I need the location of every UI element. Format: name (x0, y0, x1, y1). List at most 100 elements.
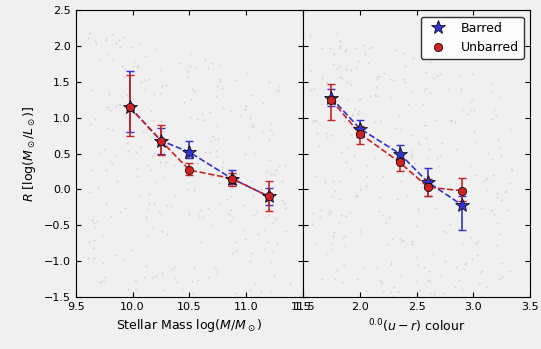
Point (152, 179, 161, 185)
Point (381, 220, 390, 225)
Point (508, 167, 517, 173)
Point (424, 155, 432, 161)
Point (390, 284, 399, 290)
Point (243, 134, 252, 140)
Point (129, 59, 138, 65)
Point (223, 196, 232, 202)
Point (494, 145, 503, 151)
Point (170, 275, 179, 280)
Point (327, 209, 335, 215)
Point (335, 39, 344, 44)
Point (439, 290, 448, 295)
Point (260, 227, 269, 233)
Point (248, 122, 256, 127)
Point (285, 281, 294, 287)
Point (490, 211, 499, 217)
Point (457, 240, 466, 246)
Point (342, 144, 351, 150)
Point (189, 187, 198, 193)
Point (452, 304, 461, 309)
Point (285, 318, 293, 324)
Point (498, 260, 506, 265)
Point (308, 118, 317, 123)
Point (389, 77, 398, 83)
Point (357, 230, 365, 236)
Point (446, 117, 455, 122)
Point (450, 284, 459, 290)
Point (373, 74, 382, 80)
Point (123, 148, 132, 154)
Point (225, 211, 233, 217)
Point (269, 172, 278, 177)
Point (273, 88, 281, 94)
Point (227, 207, 235, 213)
Point (340, 243, 349, 248)
Point (149, 150, 158, 156)
Point (121, 67, 130, 72)
Point (380, 70, 389, 76)
Point (441, 298, 450, 304)
Point (421, 122, 430, 128)
Point (266, 127, 275, 133)
Point (217, 85, 226, 91)
Point (371, 92, 379, 98)
Point (342, 66, 351, 72)
Point (129, 278, 138, 283)
Y-axis label: $R\ [\log(M_\odot/L_\odot)]$: $R\ [\log(M_\odot/L_\odot)]$ (21, 105, 38, 202)
Point (386, 298, 394, 303)
Point (337, 212, 346, 218)
Point (145, 192, 154, 197)
Point (329, 178, 338, 184)
Point (317, 207, 326, 213)
Point (140, 274, 148, 280)
Point (307, 87, 315, 93)
Point (216, 78, 225, 84)
Unbarred (459, 189, 465, 193)
Point (132, 166, 141, 172)
Point (101, 37, 110, 43)
Point (428, 75, 437, 81)
Point (399, 76, 407, 82)
Point (419, 101, 427, 106)
Point (143, 162, 151, 168)
Point (116, 102, 124, 107)
Point (401, 80, 410, 85)
Point (128, 96, 137, 102)
Point (191, 65, 200, 70)
Point (229, 214, 237, 220)
Unbarred (328, 98, 335, 102)
Point (335, 45, 344, 51)
Point (327, 246, 336, 252)
Point (428, 251, 437, 257)
Point (494, 95, 503, 100)
Point (248, 315, 257, 321)
Point (215, 200, 223, 206)
Point (370, 155, 379, 161)
Point (502, 188, 510, 194)
Point (260, 246, 268, 252)
Point (407, 89, 415, 95)
Point (239, 227, 247, 233)
Point (322, 134, 331, 140)
Point (227, 108, 235, 114)
Point (346, 67, 355, 72)
Point (321, 179, 329, 184)
Point (415, 304, 424, 310)
Point (105, 91, 114, 97)
Point (273, 240, 281, 246)
Point (241, 103, 250, 109)
Unbarred (357, 132, 363, 136)
Point (212, 149, 221, 154)
Point (444, 193, 452, 198)
Point (257, 186, 266, 192)
Point (424, 146, 433, 151)
Point (141, 263, 150, 268)
Point (230, 77, 239, 83)
Barred (425, 180, 431, 184)
Point (407, 242, 416, 247)
Point (195, 214, 203, 220)
Point (268, 131, 277, 137)
Point (208, 173, 216, 179)
Point (267, 260, 275, 265)
Point (449, 305, 458, 311)
